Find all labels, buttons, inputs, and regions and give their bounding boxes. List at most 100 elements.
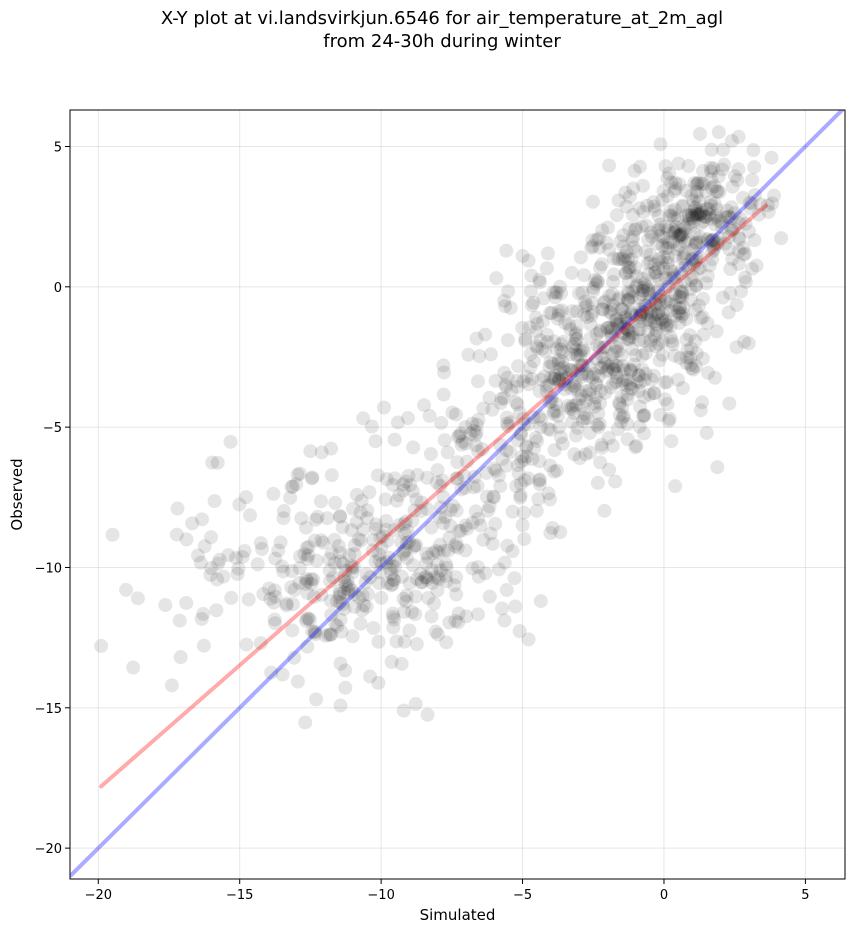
scatter-point xyxy=(652,353,667,368)
scatter-point xyxy=(314,445,329,460)
scatter-point xyxy=(534,372,549,387)
scatter-point xyxy=(574,398,589,413)
scatter-point xyxy=(611,344,626,359)
scatter-point xyxy=(616,228,631,243)
scatter-point xyxy=(486,490,501,505)
scatter-point xyxy=(439,557,454,572)
scatter-point xyxy=(589,418,604,433)
scatter-point xyxy=(678,221,693,236)
regression-line xyxy=(99,203,768,789)
scatter-point xyxy=(677,246,692,261)
scatter-point xyxy=(610,359,625,374)
scatter-point xyxy=(211,556,226,571)
scatter-point xyxy=(608,313,623,328)
scatter-point xyxy=(641,283,656,298)
scatter-point xyxy=(596,340,611,355)
scatter-point xyxy=(557,382,572,397)
scatter-point xyxy=(666,223,681,238)
scatter-point xyxy=(528,310,543,325)
scatter-point xyxy=(688,334,703,349)
scatter-point xyxy=(727,169,742,184)
scatter-point xyxy=(602,462,617,477)
scatter-point xyxy=(693,207,708,222)
scatter-point xyxy=(468,504,483,519)
scatter-point xyxy=(372,565,387,580)
scatter-point xyxy=(452,428,467,443)
scatter-point xyxy=(535,341,550,356)
scatter-point xyxy=(546,285,561,300)
scatter-point xyxy=(539,379,554,394)
scatter-point xyxy=(510,458,525,473)
scatter-point xyxy=(693,311,708,326)
scatter-point xyxy=(351,532,366,547)
scatter-point xyxy=(338,680,353,695)
scatter-point xyxy=(619,265,634,280)
scatter-point xyxy=(459,454,474,469)
scatter-point xyxy=(341,585,356,600)
scatter-point xyxy=(451,606,466,621)
scatter-point xyxy=(629,280,644,295)
scatter-point xyxy=(707,179,722,194)
scatter-point xyxy=(668,175,683,190)
scatter-point xyxy=(653,297,668,312)
scatter-point xyxy=(536,291,551,306)
scatter-point xyxy=(430,570,445,585)
scatter-point xyxy=(467,469,482,484)
scatter-point xyxy=(448,539,463,554)
scatter-point xyxy=(654,254,669,269)
scatter-point xyxy=(436,358,451,373)
scatter-point xyxy=(513,427,528,442)
scatter-point xyxy=(620,417,635,432)
scatter-point xyxy=(333,595,348,610)
scatter-point xyxy=(591,420,606,435)
scatter-point xyxy=(275,667,290,682)
scatter-point xyxy=(287,650,302,665)
scatter-point xyxy=(641,281,656,296)
scatter-point xyxy=(612,395,627,410)
scatter-point xyxy=(639,279,654,294)
y-tick-label: 0 xyxy=(54,281,62,296)
scatter-point xyxy=(620,312,635,327)
scatter-point xyxy=(333,698,348,713)
scatter-point xyxy=(637,276,652,291)
scatter-point xyxy=(424,562,439,577)
scatter-point xyxy=(623,362,638,377)
scatter-point xyxy=(663,204,678,219)
scatter-point xyxy=(397,634,412,649)
scatter-point xyxy=(647,199,662,214)
scatter-point xyxy=(638,299,653,314)
scatter-point xyxy=(345,629,360,644)
scatter-point xyxy=(644,229,659,244)
scatter-point xyxy=(702,207,717,222)
scatter-point xyxy=(670,242,685,257)
scatter-point xyxy=(557,364,572,379)
scatter-point xyxy=(341,578,356,593)
scatter-point xyxy=(413,566,428,581)
scatter-point xyxy=(620,392,635,407)
scatter-point xyxy=(689,359,704,374)
scatter-point xyxy=(742,195,757,210)
scatter-point xyxy=(475,442,490,457)
scatter-point xyxy=(703,194,718,209)
scatter-point xyxy=(439,560,454,575)
scatter-point xyxy=(105,527,120,542)
scatter-point xyxy=(647,314,662,329)
scatter-point xyxy=(644,372,659,387)
scatter-point xyxy=(422,408,437,423)
scatter-point xyxy=(574,367,589,382)
scatter-point xyxy=(710,235,725,250)
scatter-point xyxy=(665,337,680,352)
scatter-point xyxy=(617,320,632,335)
scatter-point xyxy=(497,293,512,308)
scatter-point xyxy=(715,290,730,305)
scatter-point xyxy=(437,433,452,448)
scatter-point xyxy=(651,336,666,351)
scatter-point xyxy=(567,378,582,393)
scatter-point xyxy=(705,233,720,248)
scatter-point xyxy=(398,543,413,558)
scatter-point xyxy=(567,406,582,421)
scatter-point xyxy=(449,503,464,518)
scatter-point xyxy=(577,411,592,426)
x-tick-label: 5 xyxy=(801,888,809,903)
scatter-point xyxy=(651,252,666,267)
